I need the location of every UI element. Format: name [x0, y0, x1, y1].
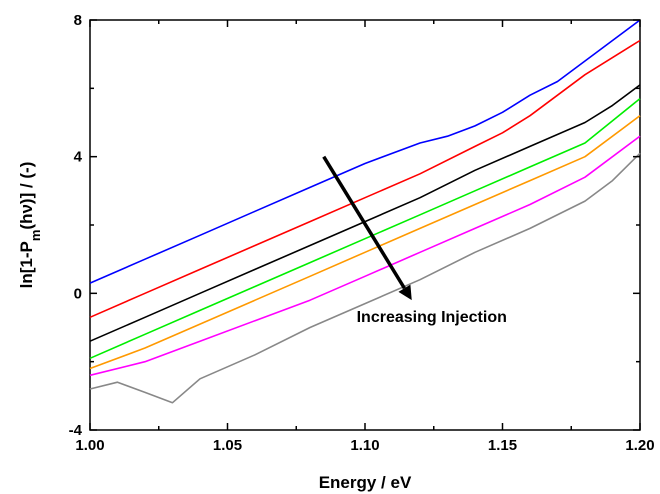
- y-axis-title-pre: ln[1-P: [17, 241, 36, 288]
- x-tick-label: 1.00: [75, 437, 104, 454]
- x-tick-label: 1.05: [213, 437, 242, 454]
- series-line-3: [89, 84, 641, 342]
- y-axis-title-post: (hν)] / (-): [17, 162, 36, 230]
- annotation-label: Increasing Injection: [357, 309, 507, 326]
- series-line-6: [89, 135, 641, 377]
- y-tick-label: -4: [69, 422, 83, 439]
- x-axis-title: Energy / eV: [319, 473, 412, 492]
- axis-layer: 1.00 1.05 1.10 1.15 1.20 -4 0 4 8: [69, 12, 655, 454]
- y-tick-label: 4: [74, 149, 83, 166]
- x-tick-label: 1.20: [625, 437, 654, 454]
- arrow-head: [398, 284, 412, 301]
- x-tick-label: 1.15: [488, 437, 517, 454]
- series-line-4: [89, 97, 641, 360]
- increasing-injection-arrow: [322, 155, 406, 290]
- y-axis-title: ln[1-Pm(hν)] / (-): [17, 162, 43, 289]
- series-line-5: [89, 115, 641, 370]
- series-line-7: [89, 152, 641, 404]
- y-axis-title-sub: m: [28, 230, 43, 242]
- annotation-layer: Increasing Injection: [322, 155, 507, 326]
- series-layer: [89, 19, 641, 404]
- x-tick-label: 1.10: [350, 437, 379, 454]
- y-tick-label: 0: [74, 285, 82, 302]
- series-line-1: [89, 19, 641, 284]
- series-line-2: [89, 39, 641, 319]
- y-tick-label: 8: [74, 12, 82, 29]
